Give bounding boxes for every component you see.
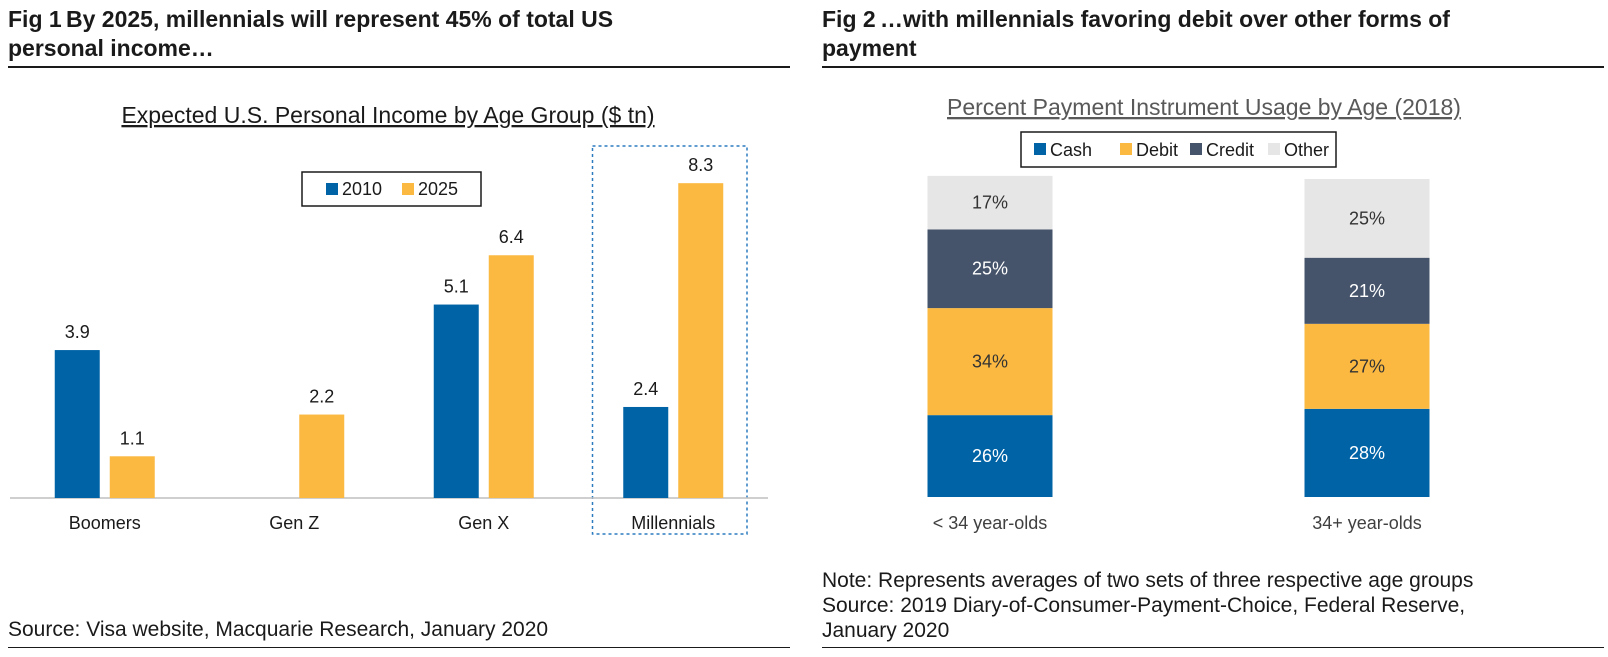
data-label-34-year-olds-other: 17% [972, 193, 1008, 213]
figure-2-panel: Fig 2 …with millennials favoring debit ov… [822, 0, 1604, 657]
x-tick-label-34-year-olds: 34+ year-olds [1312, 513, 1422, 533]
segment-34-year-olds-other [1304, 179, 1430, 258]
segment-34-year-olds-credit [927, 229, 1053, 309]
segment-34-year-olds-debit [1304, 323, 1430, 409]
data-label-34-year-olds-cash: 26% [972, 446, 1008, 466]
x-tick-label-boomers: Boomers [69, 513, 141, 533]
figure-1-heading-line-2: personal income… [8, 35, 214, 61]
legend-label-2010: 2010 [342, 179, 382, 199]
figure-2-note: Note: Represents averages of two sets of… [822, 569, 1474, 592]
figure-1-number: Fig 1 [8, 6, 62, 32]
legend-swatch-debit [1120, 143, 1132, 155]
chart-2-legend-box [1020, 131, 1337, 168]
figure-1-notes: Source: Visa website, Macquarie Research… [8, 617, 548, 642]
legend-swatch-2025 [402, 183, 414, 195]
data-label-34-year-olds-cash: 28% [1349, 443, 1385, 463]
data-label-gen-x-2025: 6.4 [499, 227, 524, 247]
figure-2-heading-line-1: …with millennials favoring debit over ot… [880, 6, 1450, 32]
chart-2-legend: Cash Debit Credit Other [1020, 131, 1337, 168]
figure-2-number: Fig 2 [822, 6, 876, 32]
segment-34-year-olds-cash [927, 415, 1053, 497]
legend-label-cash: Cash [1050, 140, 1092, 160]
x-tick-label-gen-z: Gen Z [269, 513, 319, 533]
figure-2-source-line-1: Source: 2019 Diary-of-Consumer-Payment-C… [822, 594, 1466, 617]
legend-swatch-other [1268, 143, 1280, 155]
figure-2-top-rule [822, 66, 1604, 68]
figure-1-heading: Fig 1 By 2025, millennials will represent… [8, 5, 790, 63]
legend-swatch-credit [1190, 143, 1202, 155]
data-label-34-year-olds-debit: 27% [1349, 356, 1385, 376]
x-tick-label-gen-x: Gen X [458, 513, 509, 533]
chart-2-title: Percent Payment Instrument Usage by Age … [947, 94, 1461, 120]
payment-stacked-chart: Percent Payment Instrument Usage by Age … [927, 94, 1461, 533]
millennials-highlight-box [591, 145, 748, 535]
x-tick-label-34-year-olds: < 34 year-olds [933, 513, 1048, 533]
legend-label-debit: Debit [1136, 140, 1178, 160]
figure-1-panel: Fig 1 By 2025, millennials will represent… [8, 0, 790, 657]
data-label-34-year-olds-other: 25% [1349, 208, 1385, 228]
figure-2-notes: Note: Represents averages of two sets of… [822, 568, 1473, 643]
data-label-boomers-2010: 3.9 [65, 322, 90, 342]
figure-1-heading-line-1: By 2025, millennials will represent 45% … [66, 6, 614, 32]
chart-1-legend: 2010 2025 [301, 171, 482, 207]
legend-swatch-2010 [326, 183, 338, 195]
data-label-millennials-2010: 2.4 [633, 379, 658, 399]
figure-1-top-rule [8, 66, 790, 68]
segment-34-year-olds-credit [1304, 257, 1430, 324]
legend-label-2025: 2025 [418, 179, 458, 199]
figure-1-bottom-rule [8, 647, 790, 648]
segment-34-year-olds-debit [927, 308, 1053, 416]
bar-gen-z-2025 [299, 414, 345, 498]
chart-1-title: Expected U.S. Personal Income by Age Gro… [121, 102, 654, 128]
legend-label-other: Other [1284, 140, 1329, 160]
data-label-34-year-olds-debit: 34% [972, 352, 1008, 372]
figure-2-source-line-2: January 2020 [822, 619, 950, 642]
bar-millennials-2025 [678, 183, 724, 498]
data-label-boomers-2025: 1.1 [120, 428, 145, 448]
bar-millennials-2010 [623, 406, 669, 498]
bar-gen-x-2025 [488, 255, 534, 498]
bar-gen-x-2010 [433, 304, 479, 498]
x-tick-label-millennials: Millennials [631, 513, 715, 533]
data-label-34-year-olds-credit: 25% [972, 259, 1008, 279]
data-label-34-year-olds-credit: 21% [1349, 281, 1385, 301]
segment-34-year-olds-cash [1304, 408, 1430, 497]
figure-2-heading-line-2: payment [822, 35, 917, 61]
data-label-gen-x-2010: 5.1 [444, 277, 469, 297]
legend-label-credit: Credit [1206, 140, 1254, 160]
figure-2-bottom-rule [822, 647, 1604, 648]
bar-boomers-2025 [109, 456, 155, 498]
legend-swatch-cash [1034, 143, 1046, 155]
income-bar-chart: Expected U.S. Personal Income by Age Gro… [10, 102, 768, 535]
bar-boomers-2010 [54, 350, 100, 498]
data-label-gen-z-2025: 2.2 [309, 387, 334, 407]
chart-1-legend-box [301, 171, 482, 207]
figure-2-heading: Fig 2 …with millennials favoring debit ov… [822, 5, 1604, 63]
segment-34-year-olds-other [927, 175, 1053, 230]
data-label-millennials-2025: 8.3 [688, 155, 713, 175]
figure-1-source: Source: Visa website, Macquarie Research… [8, 618, 549, 641]
